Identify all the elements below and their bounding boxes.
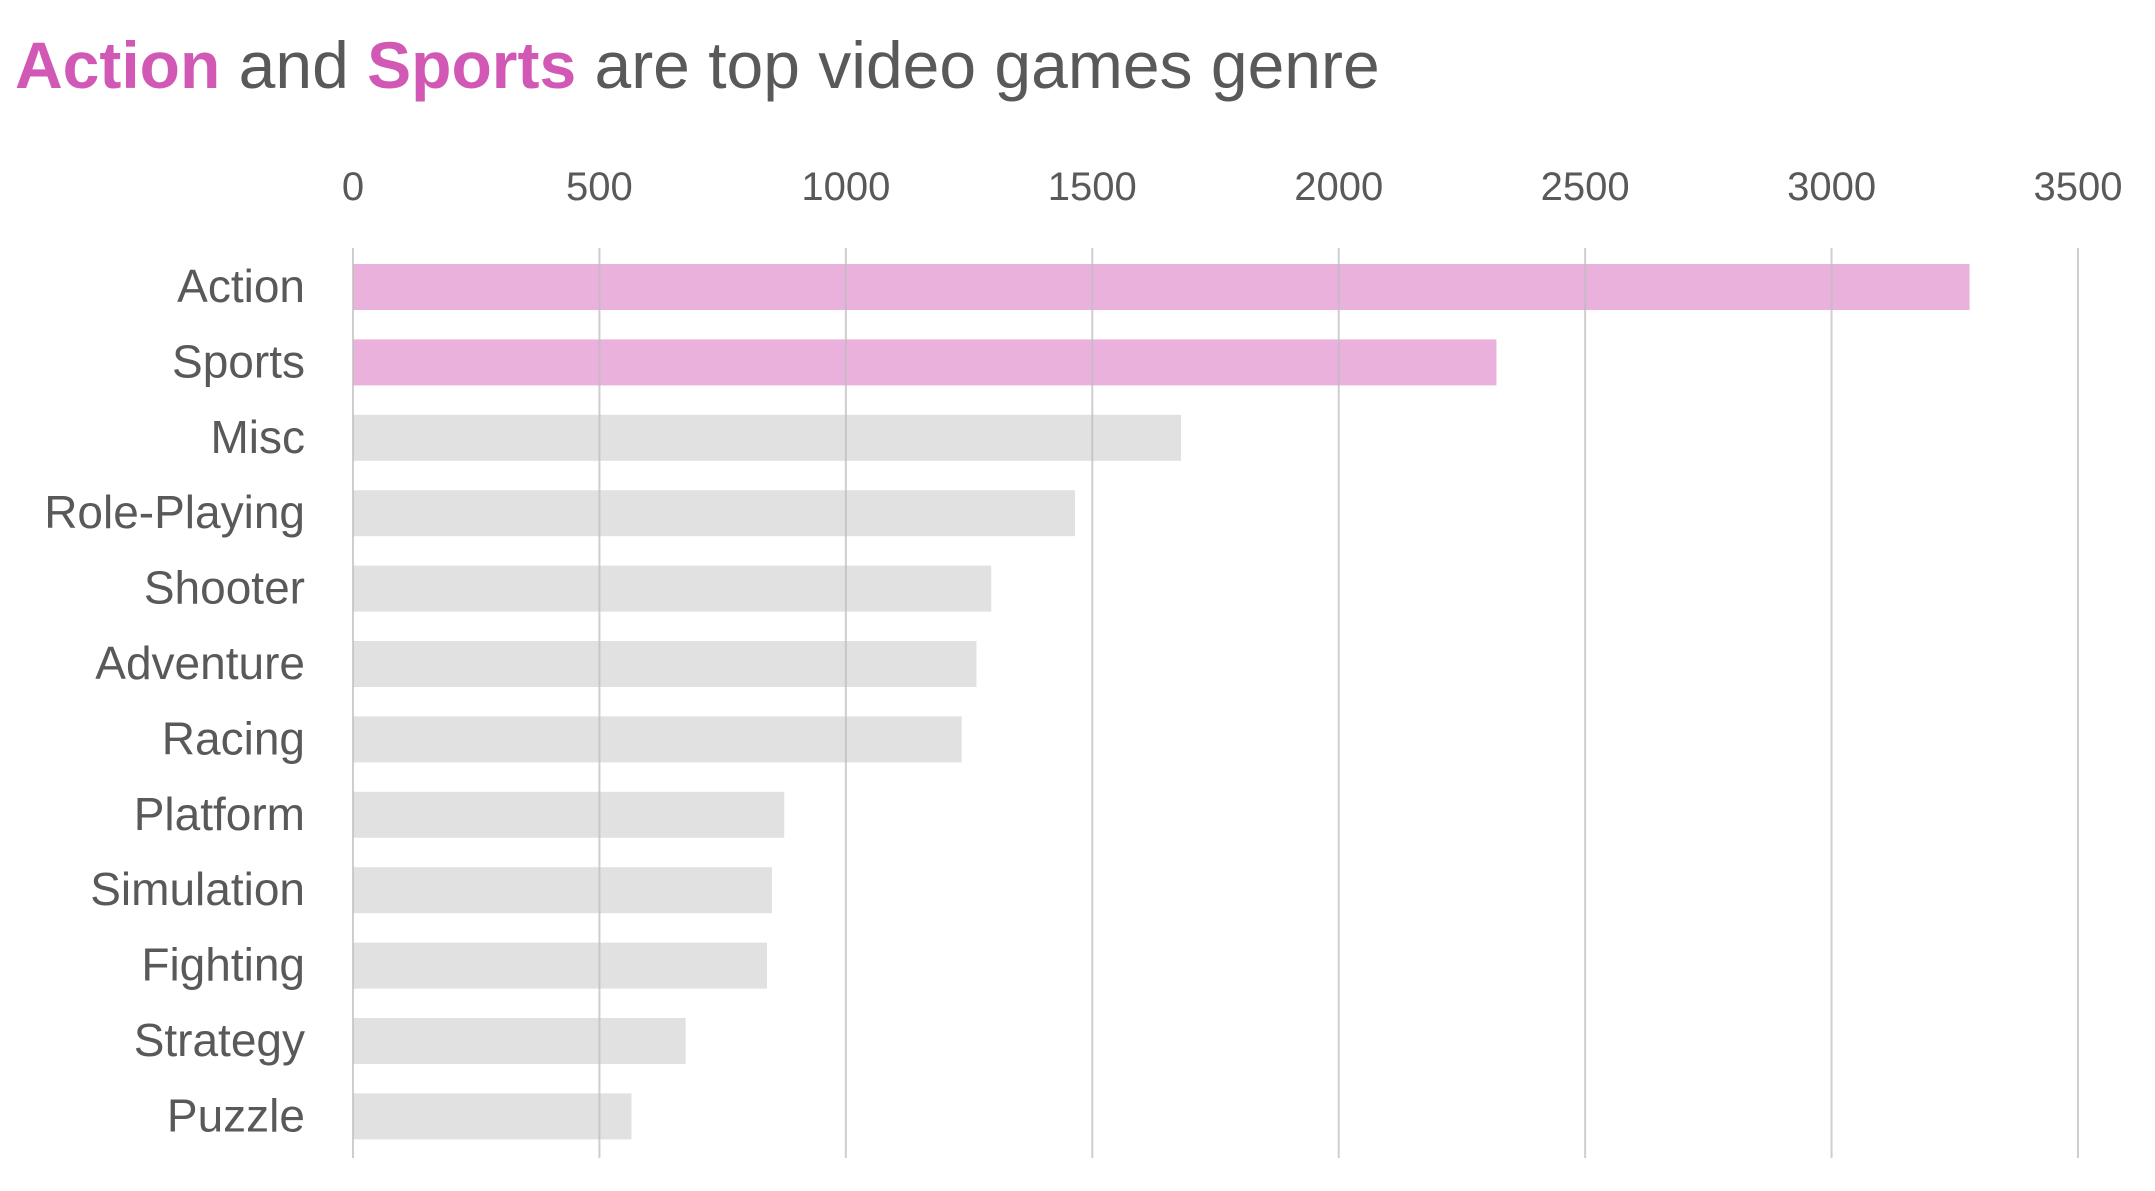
chart-title: Action and Sports are top video games ge… xyxy=(15,28,1380,102)
x-tick-label: 500 xyxy=(566,165,633,209)
category-label: Action xyxy=(177,260,305,312)
x-tick-label: 1500 xyxy=(1048,165,1137,209)
title-highlight-word: Sports xyxy=(367,28,576,102)
bar-fighting xyxy=(353,942,767,989)
bar-puzzle xyxy=(353,1093,632,1140)
bar-shooter xyxy=(353,565,992,612)
bar-racing xyxy=(353,716,962,763)
x-tick-label: 3500 xyxy=(2034,165,2123,209)
bar-action xyxy=(353,264,1970,310)
category-label: Racing xyxy=(162,712,305,764)
bar-platform xyxy=(353,791,785,838)
category-label: Adventure xyxy=(95,637,305,689)
y-axis-categories: Action Sports Misc Role-Playing Shooter Adven… xyxy=(44,260,305,1141)
gridlines xyxy=(352,248,2079,1158)
x-axis-ticks: 0 500 1000 1500 2000 2500 3000 3500 xyxy=(342,165,2123,209)
bar-simulation xyxy=(353,867,772,914)
x-tick-label: 2500 xyxy=(1541,165,1630,209)
bar-role-playing xyxy=(353,490,1076,537)
x-tick-label: 2000 xyxy=(1294,165,1383,209)
bar-sports xyxy=(353,339,1497,386)
category-label: Misc xyxy=(210,411,305,463)
x-tick-label: 3000 xyxy=(1787,165,1876,209)
bar-misc xyxy=(353,414,1181,461)
category-label: Strategy xyxy=(134,1014,305,1066)
category-label: Fighting xyxy=(141,939,305,991)
category-label: Platform xyxy=(134,788,305,840)
category-label: Simulation xyxy=(90,863,305,915)
category-label: Role-Playing xyxy=(44,486,305,538)
bar-adventure xyxy=(353,641,977,687)
bars-layer xyxy=(353,264,1970,1140)
title-text-part: are top video games genre xyxy=(576,28,1380,102)
title-text-part: and xyxy=(220,28,367,102)
category-label: Shooter xyxy=(144,562,305,614)
bar-strategy xyxy=(353,1018,686,1064)
title-highlight-word: Action xyxy=(15,28,220,102)
category-label: Puzzle xyxy=(167,1089,305,1141)
x-tick-label: 0 xyxy=(342,165,364,209)
x-tick-label: 1000 xyxy=(801,165,890,209)
category-label: Sports xyxy=(172,335,305,387)
